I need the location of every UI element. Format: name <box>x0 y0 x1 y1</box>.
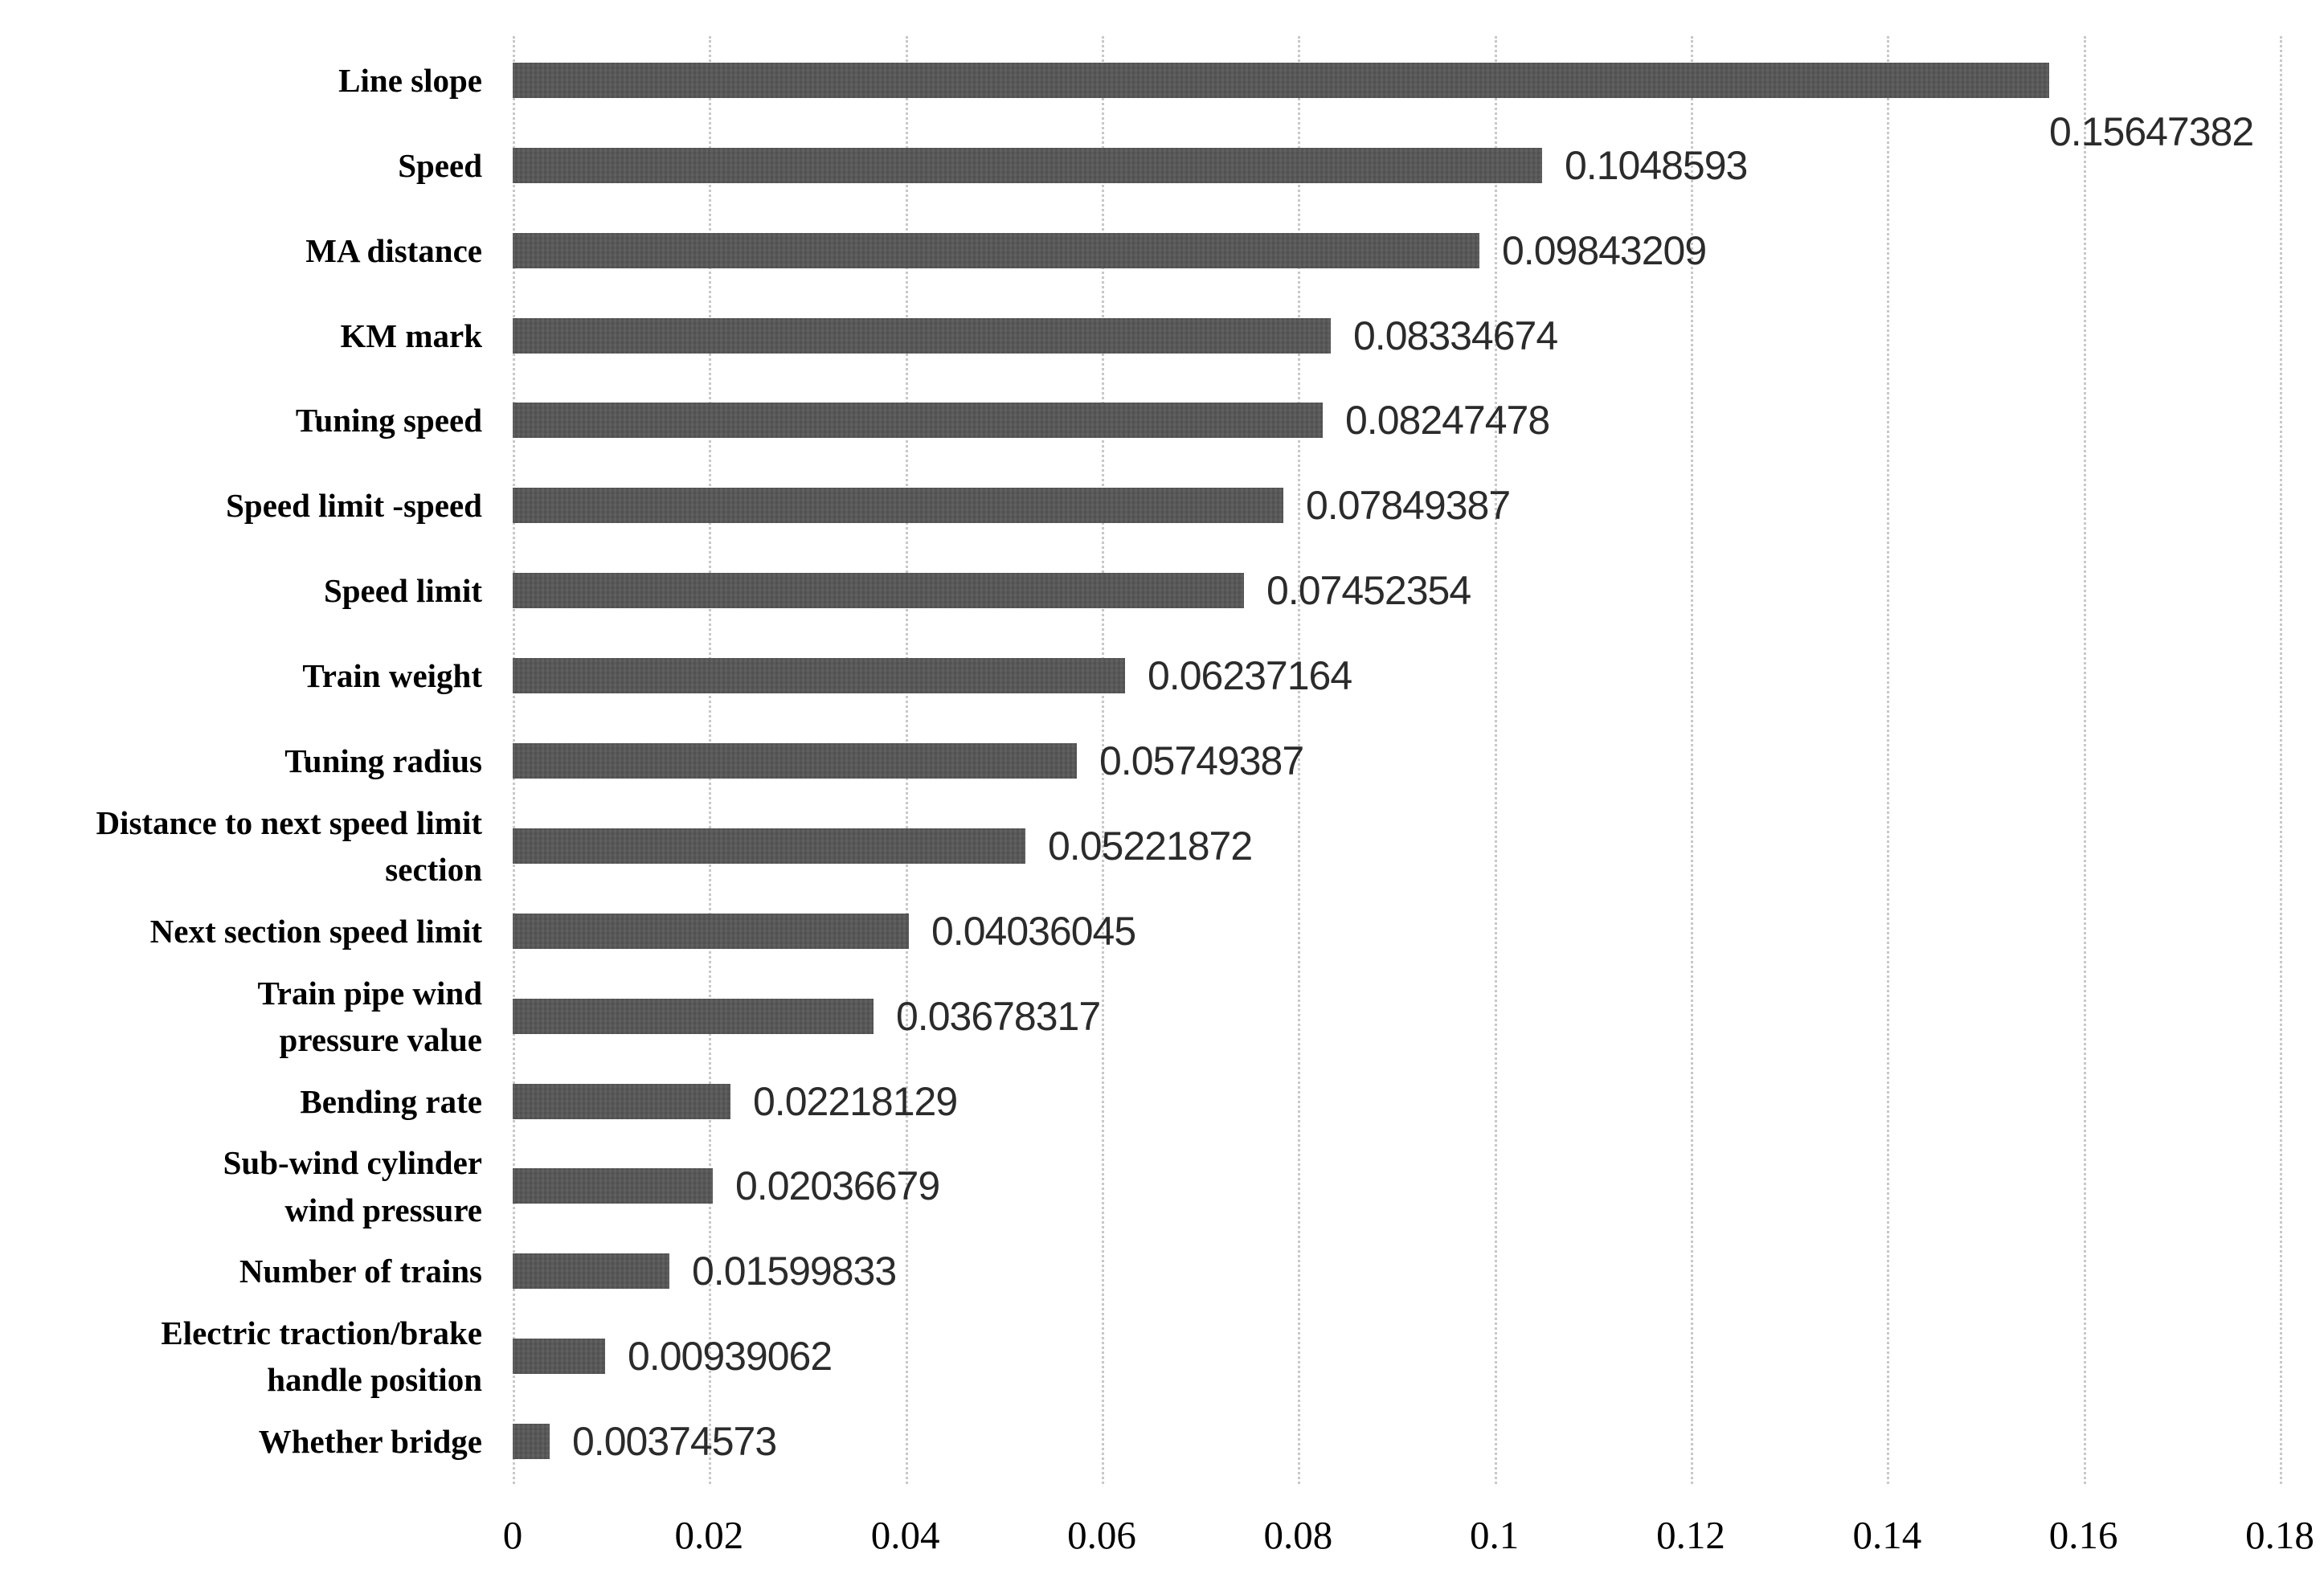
x-axis-tick-label: 0.1 <box>1470 1513 1520 1557</box>
bar <box>513 403 1323 438</box>
bar <box>513 914 909 949</box>
category-label: Tuning radius <box>284 742 482 779</box>
value-label: 0.15647382 <box>2049 108 2254 154</box>
x-axis-tick-label: 0.06 <box>1067 1513 1136 1557</box>
category-label: Bending rate <box>300 1082 482 1120</box>
category-label: Number of trains <box>239 1253 482 1290</box>
bar <box>513 573 1244 608</box>
x-axis-tick-label: 0.04 <box>870 1513 940 1557</box>
value-label: 0.01599833 <box>692 1249 897 1294</box>
bar <box>513 1168 713 1204</box>
value-label: 0.03678317 <box>896 993 1101 1039</box>
gridline <box>1691 36 1693 1484</box>
value-label: 0.02036679 <box>735 1163 940 1209</box>
gridline <box>1102 36 1104 1484</box>
value-label: 0.00939062 <box>628 1334 833 1380</box>
x-axis-tick-label: 0.12 <box>1656 1513 1725 1557</box>
x-axis-tick-label: 0.02 <box>674 1513 744 1557</box>
value-label: 0.08334674 <box>1353 313 1558 358</box>
bar <box>513 1084 730 1119</box>
value-label: 0.09843209 <box>1502 227 1707 273</box>
category-label: Train pipe wind pressure value <box>257 974 483 1058</box>
value-label: 0.05221872 <box>1048 823 1253 869</box>
category-label: Electric traction/brake handle position <box>161 1314 482 1399</box>
value-label: 0.1048593 <box>1565 142 1748 188</box>
value-label: 0.05749387 <box>1099 738 1304 783</box>
category-label: Speed limit -speed <box>226 487 482 525</box>
category-label: Speed limit <box>323 572 482 610</box>
category-label: Line slope <box>338 61 482 99</box>
x-axis-tick-label: 0.08 <box>1263 1513 1333 1557</box>
x-axis-tick-label: 0 <box>502 1513 523 1557</box>
value-label: 0.07452354 <box>1266 568 1471 614</box>
bar <box>513 318 1331 354</box>
category-label: Tuning speed <box>295 402 482 439</box>
gridline <box>1887 36 1890 1484</box>
x-axis-tick-label: 0.18 <box>2245 1513 2314 1557</box>
category-label: Sub-wind cylinder wind pressure <box>223 1144 482 1228</box>
value-label: 0.08247478 <box>1345 398 1550 444</box>
bar <box>513 828 1025 864</box>
gridline <box>1494 36 1497 1484</box>
category-label: MA distance <box>305 231 482 269</box>
value-label: 0.00374573 <box>572 1419 777 1465</box>
category-label: KM mark <box>340 317 483 354</box>
bar <box>513 63 2049 98</box>
bar <box>513 1424 550 1459</box>
x-axis-tick-label: 0.14 <box>1852 1513 1922 1557</box>
bar <box>513 999 874 1034</box>
category-label: Train weight <box>302 657 482 694</box>
category-label: Distance to next speed limit section <box>96 803 482 888</box>
bar <box>513 1339 605 1374</box>
bar <box>513 233 1479 268</box>
bar <box>513 488 1283 523</box>
bar <box>513 743 1077 779</box>
gridline <box>2083 36 2086 1484</box>
bar <box>513 148 1542 183</box>
gridline <box>2280 36 2282 1484</box>
category-label: Next section speed limit <box>149 912 482 950</box>
value-label: 0.02218129 <box>753 1078 958 1124</box>
gridline <box>1298 36 1301 1484</box>
bar <box>513 1253 669 1289</box>
value-label: 0.06237164 <box>1148 653 1352 699</box>
bar <box>513 658 1125 693</box>
category-label: Speed <box>398 146 482 184</box>
value-label: 0.04036045 <box>931 908 1136 954</box>
value-label: 0.07849387 <box>1306 483 1511 529</box>
category-label: Whether bridge <box>258 1422 482 1460</box>
x-axis-tick-label: 0.16 <box>2048 1513 2118 1557</box>
